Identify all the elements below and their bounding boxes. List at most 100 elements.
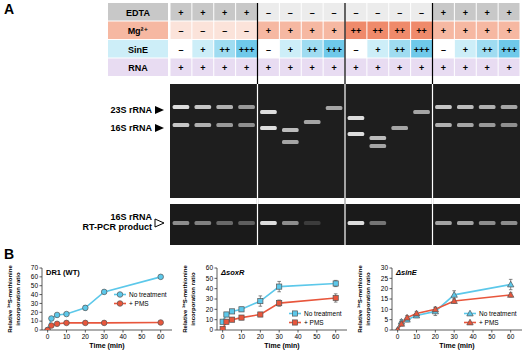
data-point (54, 321, 60, 327)
table-cell (389, 22, 410, 40)
x-tick-label: 60 (507, 333, 515, 340)
y-tick (215, 330, 218, 331)
y-tick (215, 319, 218, 320)
gel-band (501, 221, 518, 225)
gel-band (238, 105, 255, 109)
y-axis-label: Relative ³⁵S-methionine (182, 265, 188, 333)
cell-text: – (222, 26, 227, 36)
error-bar (225, 320, 229, 324)
y-tick-label: 0 (34, 326, 38, 333)
y-axis (42, 268, 43, 330)
table-cell (171, 40, 192, 58)
cell-text: – (200, 26, 205, 36)
gel-band (501, 105, 518, 109)
cell-text: + (419, 63, 424, 73)
y-tick (40, 303, 43, 304)
y-axis-label: Relative ³⁵S-methionine (357, 265, 363, 333)
gel-band (413, 110, 430, 114)
table-cell (433, 59, 454, 77)
cell-text: +++ (414, 45, 430, 55)
y-tick (40, 268, 43, 269)
data-point (229, 317, 234, 322)
row-label: Mg²⁺ (128, 26, 149, 36)
chart: 01020304050600102030405060Time (min)Rela… (182, 264, 347, 350)
gel-band (260, 126, 277, 130)
table-cell (346, 22, 367, 40)
cell-text: + (222, 8, 227, 18)
cell-text: + (244, 63, 249, 73)
gel-band (479, 123, 496, 127)
table-cell (411, 22, 432, 40)
gel-band (238, 123, 255, 127)
gel-band (195, 123, 212, 127)
cell-text: – (178, 45, 183, 55)
x-tick-label: 60 (332, 333, 340, 340)
error-bar (334, 294, 338, 302)
cell-text: + (485, 63, 490, 73)
legend-marker (292, 311, 297, 316)
gel-band (370, 136, 387, 140)
table-cell (324, 3, 345, 21)
table-cell (258, 59, 279, 77)
data-point (220, 326, 225, 330)
gel-band (282, 140, 299, 144)
gel-separator (344, 84, 345, 245)
row-label-bg (108, 40, 168, 58)
table-cell (171, 3, 192, 21)
table-cell (214, 40, 235, 58)
row-label: RNA (128, 63, 148, 73)
y-tick (215, 268, 218, 269)
gel-band (435, 105, 452, 109)
y-tick (40, 312, 43, 313)
y-tick-label: 60 (31, 273, 39, 280)
y-tick (40, 294, 43, 295)
y-tick (390, 288, 393, 289)
x-axis-label: Time (min) (89, 342, 124, 350)
data-point (432, 306, 438, 312)
error-bar (334, 280, 338, 286)
gel-band (282, 128, 299, 132)
cell-text: – (310, 8, 315, 18)
y-tick (40, 321, 43, 322)
table-cell (192, 22, 213, 40)
data-point (101, 320, 107, 326)
cell-text: – (178, 26, 183, 36)
cell-text: + (178, 8, 183, 18)
table-cell (367, 22, 388, 40)
legend: No treatment+ PMS (289, 310, 342, 326)
y-tick-label: 50 (206, 275, 214, 282)
cell-text: – (266, 8, 271, 18)
legend-label: + PMS (479, 319, 499, 326)
x-tick-label: 10 (413, 333, 421, 340)
cell-text: + (288, 63, 293, 73)
series-line (48, 277, 161, 330)
legend-label: No treatment (129, 291, 167, 298)
x-tick-label: 0 (221, 333, 225, 340)
figure: AEDTA++++––––––––++++Mg²⁺––––+++++++++++… (0, 0, 526, 351)
cell-text: + (266, 26, 271, 36)
cell-text: + (310, 63, 315, 73)
table-cell (477, 22, 498, 40)
table-cell (499, 3, 520, 21)
cell-text: – (288, 8, 293, 18)
cell-text: + (506, 8, 511, 18)
gel-band (348, 132, 365, 136)
band-label: 23S rRNA (110, 105, 152, 115)
x-tick-label: 50 (313, 333, 321, 340)
cell-text: – (441, 45, 446, 55)
cell-text: ++ (307, 45, 318, 55)
table-cell (236, 40, 257, 58)
table-cell (192, 40, 213, 58)
table-cell (280, 3, 301, 21)
table-cell (280, 22, 301, 40)
band-label: 16S rRNA (110, 123, 152, 133)
cell-text: +++ (501, 45, 517, 55)
gel-band (370, 221, 387, 225)
x-axis (392, 330, 522, 331)
table-cell (324, 40, 345, 58)
data-point (398, 321, 404, 327)
cell-text: – (244, 26, 249, 36)
table-cell (455, 22, 476, 40)
gel-band (479, 221, 496, 225)
data-point (394, 327, 400, 330)
